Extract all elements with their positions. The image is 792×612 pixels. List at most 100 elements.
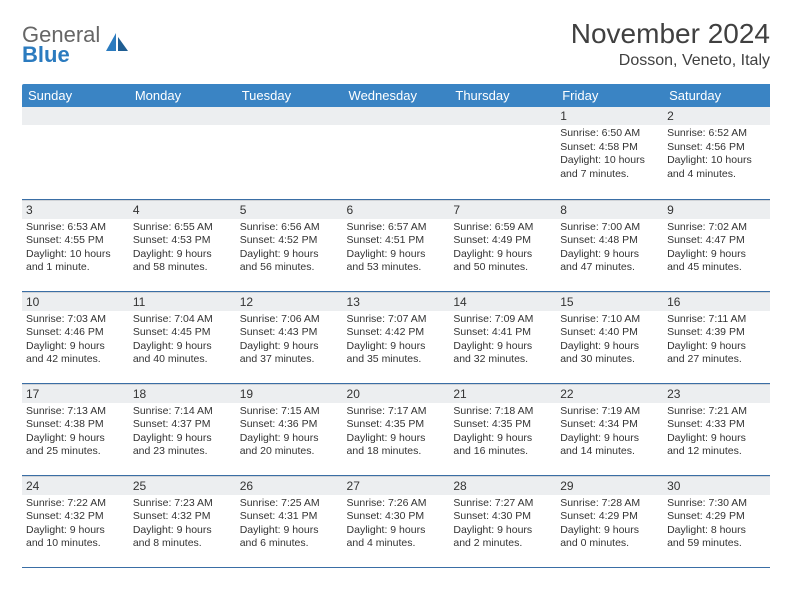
calendar-day-cell: 23Sunrise: 7:21 AMSunset: 4:33 PMDayligh…	[663, 383, 770, 475]
logo-text: General Blue	[22, 24, 100, 66]
day-content	[22, 125, 129, 131]
calendar-day-cell: 10Sunrise: 7:03 AMSunset: 4:46 PMDayligh…	[22, 291, 129, 383]
logo: General Blue	[22, 18, 130, 66]
day-number	[129, 107, 236, 125]
day-number: 6	[343, 200, 450, 219]
weekday-header: Wednesday	[343, 84, 450, 107]
day-number: 18	[129, 384, 236, 403]
sail-icon	[104, 31, 130, 60]
calendar-day-cell: 27Sunrise: 7:26 AMSunset: 4:30 PMDayligh…	[343, 475, 450, 567]
day-content: Sunrise: 6:53 AMSunset: 4:55 PMDaylight:…	[22, 219, 129, 280]
calendar-day-cell: 4Sunrise: 6:55 AMSunset: 4:53 PMDaylight…	[129, 199, 236, 291]
day-number: 17	[22, 384, 129, 403]
day-number: 14	[449, 292, 556, 311]
day-number: 16	[663, 292, 770, 311]
day-number: 29	[556, 476, 663, 495]
calendar-day-cell: 21Sunrise: 7:18 AMSunset: 4:35 PMDayligh…	[449, 383, 556, 475]
calendar-day-cell: 8Sunrise: 7:00 AMSunset: 4:48 PMDaylight…	[556, 199, 663, 291]
calendar-week-row: 24Sunrise: 7:22 AMSunset: 4:32 PMDayligh…	[22, 475, 770, 567]
day-number: 9	[663, 200, 770, 219]
calendar-day-cell	[449, 107, 556, 199]
day-number: 3	[22, 200, 129, 219]
day-number: 2	[663, 107, 770, 125]
day-content: Sunrise: 7:07 AMSunset: 4:42 PMDaylight:…	[343, 311, 450, 372]
day-number: 11	[129, 292, 236, 311]
day-number: 25	[129, 476, 236, 495]
day-content: Sunrise: 7:30 AMSunset: 4:29 PMDaylight:…	[663, 495, 770, 556]
calendar-day-cell: 16Sunrise: 7:11 AMSunset: 4:39 PMDayligh…	[663, 291, 770, 383]
day-content: Sunrise: 7:15 AMSunset: 4:36 PMDaylight:…	[236, 403, 343, 464]
day-content: Sunrise: 7:17 AMSunset: 4:35 PMDaylight:…	[343, 403, 450, 464]
day-number: 28	[449, 476, 556, 495]
calendar-week-row: 10Sunrise: 7:03 AMSunset: 4:46 PMDayligh…	[22, 291, 770, 383]
day-number: 13	[343, 292, 450, 311]
logo-word2: Blue	[22, 44, 100, 66]
day-number: 8	[556, 200, 663, 219]
calendar-week-row: 1Sunrise: 6:50 AMSunset: 4:58 PMDaylight…	[22, 107, 770, 199]
calendar-day-cell: 2Sunrise: 6:52 AMSunset: 4:56 PMDaylight…	[663, 107, 770, 199]
calendar-day-cell: 15Sunrise: 7:10 AMSunset: 4:40 PMDayligh…	[556, 291, 663, 383]
day-content: Sunrise: 6:50 AMSunset: 4:58 PMDaylight:…	[556, 125, 663, 186]
day-number: 15	[556, 292, 663, 311]
day-content: Sunrise: 7:18 AMSunset: 4:35 PMDaylight:…	[449, 403, 556, 464]
day-number	[343, 107, 450, 125]
location: Dosson, Veneto, Italy	[571, 52, 770, 70]
day-number	[449, 107, 556, 125]
day-content: Sunrise: 7:25 AMSunset: 4:31 PMDaylight:…	[236, 495, 343, 556]
calendar-day-cell	[236, 107, 343, 199]
calendar-day-cell: 26Sunrise: 7:25 AMSunset: 4:31 PMDayligh…	[236, 475, 343, 567]
day-content: Sunrise: 7:04 AMSunset: 4:45 PMDaylight:…	[129, 311, 236, 372]
weekday-header: Friday	[556, 84, 663, 107]
day-number: 4	[129, 200, 236, 219]
day-content: Sunrise: 7:02 AMSunset: 4:47 PMDaylight:…	[663, 219, 770, 280]
day-content	[449, 125, 556, 131]
calendar-week-row: 17Sunrise: 7:13 AMSunset: 4:38 PMDayligh…	[22, 383, 770, 475]
weekday-header: Sunday	[22, 84, 129, 107]
calendar-day-cell: 24Sunrise: 7:22 AMSunset: 4:32 PMDayligh…	[22, 475, 129, 567]
calendar-day-cell: 17Sunrise: 7:13 AMSunset: 4:38 PMDayligh…	[22, 383, 129, 475]
day-content: Sunrise: 7:03 AMSunset: 4:46 PMDaylight:…	[22, 311, 129, 372]
day-number: 1	[556, 107, 663, 125]
weekday-header: Saturday	[663, 84, 770, 107]
day-content: Sunrise: 7:13 AMSunset: 4:38 PMDaylight:…	[22, 403, 129, 464]
day-number: 21	[449, 384, 556, 403]
calendar-day-cell: 12Sunrise: 7:06 AMSunset: 4:43 PMDayligh…	[236, 291, 343, 383]
day-content: Sunrise: 6:56 AMSunset: 4:52 PMDaylight:…	[236, 219, 343, 280]
day-content: Sunrise: 6:55 AMSunset: 4:53 PMDaylight:…	[129, 219, 236, 280]
calendar-day-cell: 9Sunrise: 7:02 AMSunset: 4:47 PMDaylight…	[663, 199, 770, 291]
calendar-day-cell: 30Sunrise: 7:30 AMSunset: 4:29 PMDayligh…	[663, 475, 770, 567]
day-content: Sunrise: 7:23 AMSunset: 4:32 PMDaylight:…	[129, 495, 236, 556]
day-number	[22, 107, 129, 125]
calendar-day-cell: 14Sunrise: 7:09 AMSunset: 4:41 PMDayligh…	[449, 291, 556, 383]
weekday-header-row: Sunday Monday Tuesday Wednesday Thursday…	[22, 84, 770, 107]
calendar-day-cell	[22, 107, 129, 199]
day-content: Sunrise: 7:10 AMSunset: 4:40 PMDaylight:…	[556, 311, 663, 372]
calendar-day-cell: 25Sunrise: 7:23 AMSunset: 4:32 PMDayligh…	[129, 475, 236, 567]
day-number: 26	[236, 476, 343, 495]
day-number: 7	[449, 200, 556, 219]
month-title: November 2024	[571, 18, 770, 50]
calendar-day-cell: 19Sunrise: 7:15 AMSunset: 4:36 PMDayligh…	[236, 383, 343, 475]
day-content: Sunrise: 7:26 AMSunset: 4:30 PMDaylight:…	[343, 495, 450, 556]
title-block: November 2024 Dosson, Veneto, Italy	[571, 18, 770, 70]
day-content: Sunrise: 7:00 AMSunset: 4:48 PMDaylight:…	[556, 219, 663, 280]
calendar-week-row: 3Sunrise: 6:53 AMSunset: 4:55 PMDaylight…	[22, 199, 770, 291]
day-number: 27	[343, 476, 450, 495]
calendar-day-cell: 1Sunrise: 6:50 AMSunset: 4:58 PMDaylight…	[556, 107, 663, 199]
day-number: 10	[22, 292, 129, 311]
day-number: 24	[22, 476, 129, 495]
calendar-day-cell: 29Sunrise: 7:28 AMSunset: 4:29 PMDayligh…	[556, 475, 663, 567]
calendar-day-cell: 18Sunrise: 7:14 AMSunset: 4:37 PMDayligh…	[129, 383, 236, 475]
calendar-day-cell	[343, 107, 450, 199]
weekday-header: Monday	[129, 84, 236, 107]
calendar-day-cell: 13Sunrise: 7:07 AMSunset: 4:42 PMDayligh…	[343, 291, 450, 383]
day-number: 5	[236, 200, 343, 219]
day-content: Sunrise: 7:09 AMSunset: 4:41 PMDaylight:…	[449, 311, 556, 372]
day-number: 22	[556, 384, 663, 403]
day-content: Sunrise: 7:22 AMSunset: 4:32 PMDaylight:…	[22, 495, 129, 556]
day-content: Sunrise: 6:52 AMSunset: 4:56 PMDaylight:…	[663, 125, 770, 186]
day-content: Sunrise: 6:57 AMSunset: 4:51 PMDaylight:…	[343, 219, 450, 280]
day-number: 12	[236, 292, 343, 311]
day-content: Sunrise: 7:14 AMSunset: 4:37 PMDaylight:…	[129, 403, 236, 464]
day-content	[129, 125, 236, 131]
